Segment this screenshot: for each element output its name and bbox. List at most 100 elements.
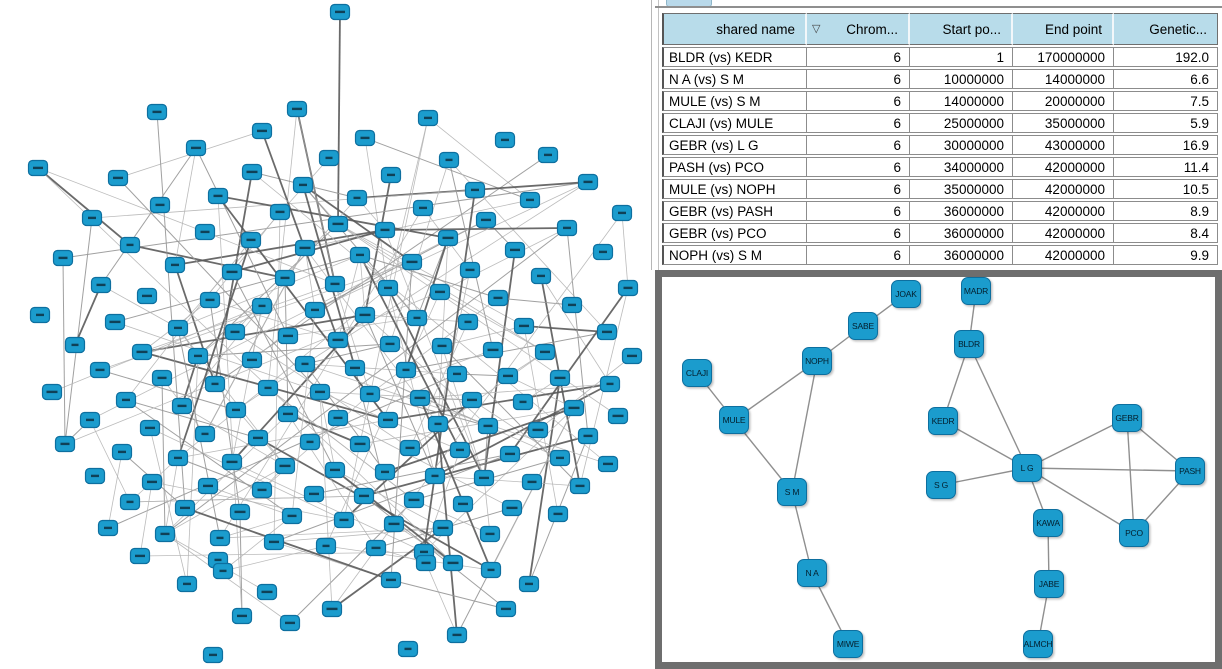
network-node-n-a[interactable]: N A bbox=[797, 559, 827, 587]
network-node[interactable] bbox=[269, 203, 291, 221]
network-node[interactable] bbox=[129, 547, 151, 565]
network-edge[interactable] bbox=[197, 343, 391, 357]
network-node[interactable] bbox=[194, 425, 216, 443]
network-edge[interactable] bbox=[37, 167, 131, 246]
network-node[interactable] bbox=[176, 575, 198, 593]
network-node[interactable] bbox=[149, 196, 171, 214]
network-edge[interactable] bbox=[287, 413, 361, 445]
network-edge[interactable] bbox=[204, 231, 336, 285]
network-edge[interactable] bbox=[369, 393, 489, 427]
network-node[interactable] bbox=[344, 359, 366, 377]
network-edge[interactable] bbox=[284, 277, 289, 415]
network-edge[interactable] bbox=[287, 317, 418, 337]
network-edge[interactable] bbox=[51, 305, 263, 393]
network-node[interactable] bbox=[592, 243, 614, 261]
network-edge[interactable] bbox=[129, 495, 365, 503]
network-edge[interactable] bbox=[107, 451, 123, 529]
network-node[interactable] bbox=[89, 361, 111, 379]
network-edge[interactable] bbox=[37, 167, 206, 233]
network-edge[interactable] bbox=[483, 249, 516, 479]
network-node[interactable] bbox=[438, 151, 460, 169]
network-edge[interactable] bbox=[434, 383, 611, 477]
network-node[interactable] bbox=[309, 383, 331, 401]
network-edge[interactable] bbox=[214, 383, 286, 467]
table-cell[interactable]: 25000000 bbox=[910, 113, 1013, 133]
table-cell[interactable]: N A (vs) S M bbox=[662, 69, 807, 89]
network-node[interactable] bbox=[504, 241, 526, 259]
table-cell[interactable]: 42000000 bbox=[1013, 245, 1114, 265]
network-edge[interactable] bbox=[251, 171, 609, 465]
network-node[interactable] bbox=[473, 469, 495, 487]
network-node-pco[interactable]: PCO bbox=[1119, 519, 1149, 547]
network-edge[interactable] bbox=[219, 515, 293, 539]
network-node[interactable] bbox=[383, 515, 405, 533]
network-node[interactable] bbox=[518, 575, 540, 593]
network-edge[interactable] bbox=[334, 469, 444, 529]
network-edge[interactable] bbox=[405, 331, 608, 371]
network-node[interactable] bbox=[279, 614, 301, 632]
column-header-sharedname[interactable]: shared name bbox=[662, 13, 807, 45]
network-node[interactable] bbox=[257, 379, 279, 397]
network-node[interactable] bbox=[212, 562, 234, 580]
network-node[interactable] bbox=[194, 223, 216, 241]
network-node[interactable] bbox=[209, 529, 231, 547]
network-node[interactable] bbox=[277, 405, 299, 423]
network-node[interactable] bbox=[353, 487, 375, 505]
network-edge[interactable] bbox=[117, 177, 321, 393]
table-cell[interactable]: 6 bbox=[807, 157, 910, 177]
network-edge[interactable] bbox=[369, 349, 494, 395]
column-header-endpoint[interactable]: End point bbox=[1013, 13, 1114, 45]
network-edge[interactable] bbox=[177, 419, 389, 459]
table-cell[interactable]: CLAJI (vs) MULE bbox=[662, 113, 807, 133]
network-edge[interactable] bbox=[319, 391, 473, 401]
network-edge[interactable] bbox=[413, 499, 491, 535]
network-node[interactable] bbox=[611, 204, 633, 222]
network-node-l-g[interactable]: L G bbox=[1012, 454, 1042, 482]
network-edge[interactable] bbox=[114, 321, 321, 393]
network-node-madr[interactable]: MADR bbox=[961, 277, 991, 305]
network-edge[interactable] bbox=[434, 475, 581, 487]
table-cell[interactable]: 5.9 bbox=[1114, 113, 1218, 133]
network-edge[interactable] bbox=[304, 363, 609, 465]
network-node[interactable] bbox=[225, 401, 247, 419]
network-node[interactable] bbox=[204, 375, 226, 393]
network-node[interactable] bbox=[221, 453, 243, 471]
network-node[interactable] bbox=[229, 503, 251, 521]
network-node[interactable] bbox=[199, 291, 221, 309]
network-edge[interactable] bbox=[448, 159, 494, 351]
network-node[interactable] bbox=[374, 221, 396, 239]
network-edge[interactable] bbox=[222, 545, 327, 572]
network-edge-NOPH-S M[interactable] bbox=[791, 360, 818, 493]
network-edge[interactable] bbox=[161, 377, 166, 535]
network-edge[interactable] bbox=[304, 199, 531, 249]
network-node[interactable] bbox=[459, 261, 481, 279]
network-node[interactable] bbox=[464, 181, 486, 199]
network-node[interactable] bbox=[380, 571, 402, 589]
table-cell[interactable]: PASH (vs) PCO bbox=[662, 157, 807, 177]
network-node[interactable] bbox=[432, 519, 454, 537]
network-edge[interactable] bbox=[537, 355, 633, 431]
table-cell[interactable]: 16.9 bbox=[1114, 135, 1218, 155]
network-edge[interactable] bbox=[384, 227, 568, 231]
table-cell[interactable]: 8.4 bbox=[1114, 223, 1218, 243]
network-node-joak[interactable]: JOAK bbox=[891, 280, 921, 308]
network-node[interactable] bbox=[281, 507, 303, 525]
network-node[interactable] bbox=[596, 323, 618, 341]
network-node[interactable] bbox=[277, 327, 299, 345]
network-node[interactable] bbox=[104, 313, 126, 331]
network-node[interactable] bbox=[477, 417, 499, 435]
network-edge[interactable] bbox=[251, 305, 263, 361]
network-node[interactable] bbox=[556, 219, 578, 237]
table-cell[interactable]: 192.0 bbox=[1114, 47, 1218, 67]
network-node[interactable] bbox=[354, 129, 376, 147]
table-cell[interactable]: 35000000 bbox=[1013, 113, 1114, 133]
network-node[interactable] bbox=[187, 347, 209, 365]
table-cell[interactable]: 170000000 bbox=[1013, 47, 1114, 67]
network-edge[interactable] bbox=[313, 453, 511, 495]
table-cell[interactable]: 6.6 bbox=[1114, 69, 1218, 89]
network-edge[interactable] bbox=[296, 108, 336, 285]
network-edge[interactable] bbox=[181, 405, 286, 467]
network-node[interactable] bbox=[597, 455, 619, 473]
network-node[interactable] bbox=[349, 435, 371, 453]
network-edge[interactable] bbox=[387, 117, 429, 289]
